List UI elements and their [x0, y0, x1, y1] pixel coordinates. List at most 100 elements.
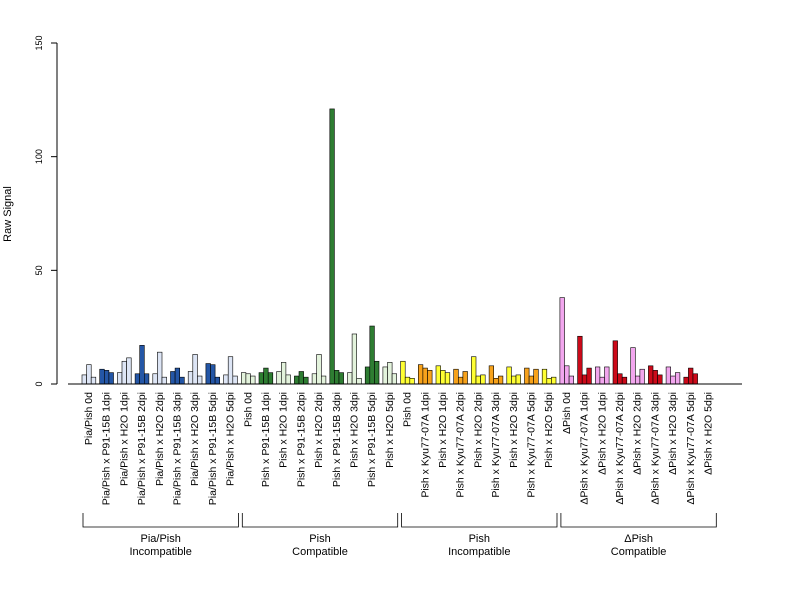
x-tick-label: ΔPish x H2O 1dpi [596, 392, 608, 475]
bar [157, 351, 163, 385]
bar [404, 376, 411, 385]
x-tick-label: Pish x H2O 2dpi [313, 392, 325, 468]
bar [134, 373, 141, 385]
group-label-line1: Pia/Pish [141, 533, 181, 545]
x-tick-label: Pish x P91-15B 1dpi [260, 392, 272, 487]
bar [227, 356, 234, 385]
bar [674, 372, 681, 385]
y-tick-label: 0 [34, 381, 44, 386]
group-label-line2: Compatible [611, 546, 667, 558]
bar [369, 325, 375, 385]
bar [250, 375, 256, 385]
bar [210, 364, 216, 385]
x-tick-label: Pish x H2O 3dpi [349, 392, 361, 468]
x-tick-label: Pish x Kyu77-07A 2dpi [455, 392, 467, 498]
bar [86, 364, 92, 385]
bar [285, 374, 291, 385]
bar [604, 366, 610, 385]
bar [258, 372, 264, 385]
x-tick-label: Pish x Kyu77-07A 3dpi [490, 392, 502, 498]
x-tick-label: Pia/Pish x H2O 1dpi [118, 392, 130, 486]
group-label-line1: Pish [469, 533, 490, 545]
x-tick-label: ΔPish x Kyu77-07A 1dpi [579, 392, 591, 505]
bar [316, 354, 322, 385]
bar [665, 366, 671, 385]
bar [493, 378, 499, 385]
bar [577, 335, 583, 385]
x-tick-label: Pish x H2O 1dpi [278, 392, 290, 468]
x-tick-label: Pish 0d [242, 392, 254, 427]
bar [546, 378, 552, 385]
bar [488, 365, 495, 385]
bar [152, 373, 158, 385]
bar [435, 365, 441, 385]
bar [90, 376, 97, 385]
bar [551, 376, 557, 385]
bar [417, 364, 424, 385]
bar [192, 354, 198, 385]
bar [391, 373, 398, 385]
bar [634, 375, 641, 385]
group-label-line1: ΔPish [624, 533, 653, 545]
bar [683, 376, 689, 385]
bar [241, 372, 247, 385]
bar [179, 376, 185, 385]
bar [311, 373, 318, 385]
bar [409, 378, 415, 385]
bar [364, 366, 371, 385]
x-tick-label: ΔPish x Kyu77-07A 3dpi [649, 392, 661, 505]
x-tick-label: Pish x H2O 5dpi [384, 392, 396, 468]
bar [471, 356, 477, 385]
group-bracket [401, 513, 558, 528]
bar [427, 370, 433, 385]
bar [267, 372, 274, 385]
bar [187, 371, 194, 385]
bar [99, 368, 105, 385]
y-axis-label: Raw Signal [2, 186, 14, 242]
bar [453, 368, 459, 385]
bar [541, 368, 548, 385]
bar [630, 347, 636, 385]
bar [139, 345, 145, 385]
x-tick-label: Pia/Pish x H2O 2dpi [154, 392, 166, 486]
group-brackets: Pia/PishIncompatiblePishCompatiblePishIn… [82, 513, 717, 558]
bar [462, 371, 468, 385]
x-tick-label: Pish x H2O 3dpi [508, 392, 520, 468]
bar [232, 375, 238, 385]
bar [121, 360, 127, 385]
group-label-line2: Incompatible [130, 546, 192, 558]
bar [457, 376, 464, 385]
group-bracket [241, 513, 399, 528]
x-tick-label: ΔPish x H2O 5dpi [703, 392, 715, 475]
bar [104, 370, 110, 385]
x-tick-label: Pish x P91-15B 5dpi [366, 392, 378, 487]
bar [144, 373, 150, 385]
x-tick-label: ΔPish x H2O 3dpi [667, 392, 679, 475]
bar [559, 297, 565, 385]
bar [81, 374, 87, 385]
bar [263, 367, 269, 385]
bar [657, 374, 663, 385]
bar [298, 371, 304, 385]
bar [329, 108, 335, 385]
bar [533, 368, 539, 385]
x-tick-label: Pish x H2O 5dpi [543, 392, 555, 468]
bar [276, 371, 282, 385]
bar [670, 375, 676, 385]
group-label-line2: Incompatible [448, 546, 510, 558]
bar [161, 376, 167, 385]
bar [338, 372, 344, 385]
bar [586, 367, 592, 385]
bar [594, 366, 601, 385]
bar [245, 373, 251, 385]
bar [648, 365, 654, 385]
bar [356, 378, 362, 385]
y-axis: 0 50 100 150 [34, 35, 58, 387]
bar [612, 340, 618, 385]
bar [334, 370, 340, 385]
bar [170, 371, 176, 385]
y-tick-label: 50 [34, 265, 44, 275]
bar [387, 362, 393, 385]
bar [621, 376, 628, 385]
